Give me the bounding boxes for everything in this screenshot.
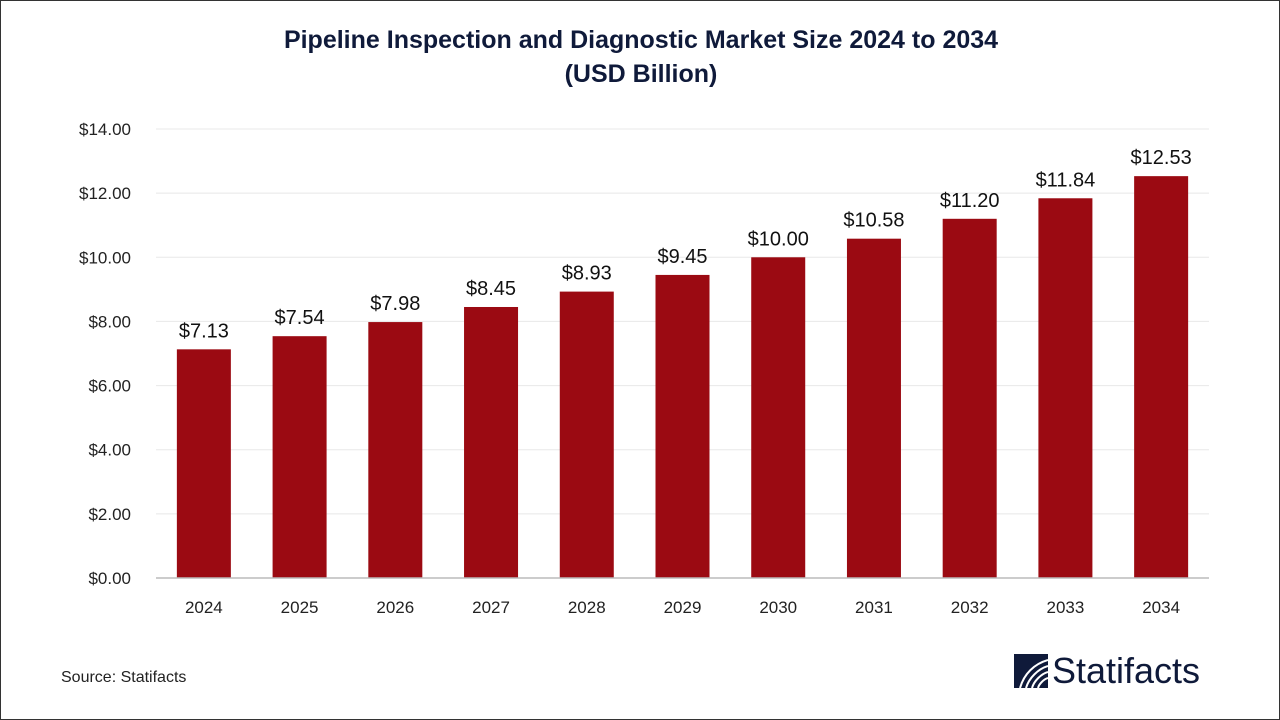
- x-tick-label: 2025: [281, 598, 319, 617]
- bar-2029: [655, 274, 710, 578]
- data-label: $8.93: [562, 263, 612, 285]
- bar-2024: [176, 349, 231, 578]
- x-tick-label: 2028: [568, 598, 606, 617]
- y-tick-label: $14.00: [79, 120, 131, 139]
- bar-2032: [942, 218, 997, 579]
- bar-2033: [1038, 198, 1093, 578]
- bar-2031: [846, 238, 901, 579]
- x-tick-label: 2026: [376, 598, 414, 617]
- x-tick-label: 2030: [759, 598, 797, 617]
- x-tick-label: 2031: [855, 598, 893, 617]
- y-tick-label: $0.00: [88, 569, 131, 588]
- bar-2027: [464, 306, 519, 578]
- data-label: $11.84: [1036, 169, 1096, 191]
- bar-2034: [1134, 176, 1189, 578]
- x-tick-label: 2034: [1142, 598, 1180, 617]
- x-tick-label: 2033: [1046, 598, 1084, 617]
- title-line: Pipeline Inspection and Diagnostic Marke…: [283, 26, 999, 54]
- subtitle-line: (USD Billion): [564, 60, 718, 88]
- data-label: $10.00: [748, 228, 809, 250]
- y-tick-label: $10.00: [79, 248, 131, 267]
- y-tick-label: $8.00: [88, 312, 131, 331]
- data-label: $10.58: [843, 210, 904, 232]
- x-tick-label: 2032: [951, 598, 989, 617]
- y-tick-label: $6.00: [88, 377, 131, 396]
- x-tick-label: 2029: [664, 598, 702, 617]
- y-tick-label: $12.00: [79, 184, 131, 203]
- statifacts-logo-icon: [1014, 654, 1048, 688]
- x-tick-label: 2024: [185, 598, 223, 617]
- data-label: $7.13: [179, 320, 229, 342]
- bar-2028: [559, 291, 614, 578]
- y-tick-label: $2.00: [88, 505, 131, 524]
- data-label: $7.54: [275, 307, 325, 329]
- data-label: $12.53: [1131, 147, 1192, 169]
- bar-2030: [751, 257, 806, 578]
- bar-2026: [368, 322, 423, 578]
- chart-title: Pipeline Inspection and Diagnostic Marke…: [1, 23, 1279, 91]
- logo-text: Statifacts: [1052, 650, 1201, 691]
- x-tick-label: 2027: [472, 598, 510, 617]
- data-label: $7.98: [370, 293, 420, 315]
- bar-2025: [272, 336, 327, 578]
- data-label: $11.20: [940, 190, 1000, 212]
- statifacts-logo: Statifacts: [1014, 653, 1200, 689]
- data-label: $8.45: [466, 278, 516, 300]
- data-label: $9.45: [657, 246, 707, 268]
- source-note: Source: Statifacts: [61, 669, 187, 686]
- y-tick-label: $4.00: [88, 441, 131, 460]
